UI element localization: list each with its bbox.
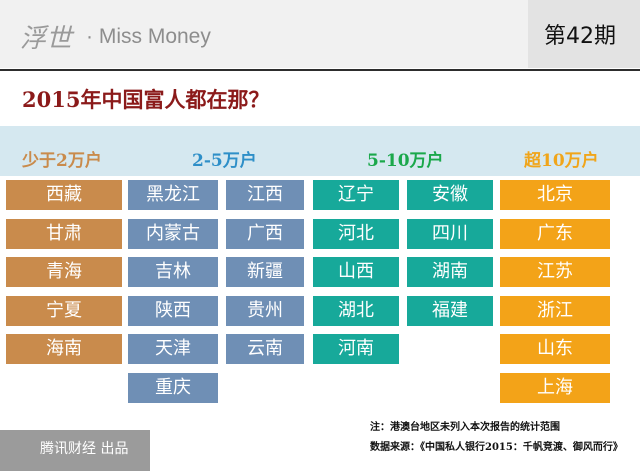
region-cell: 黑龙江 bbox=[128, 180, 218, 210]
region-cell: 山西 bbox=[313, 257, 399, 287]
region-cell: 吉林 bbox=[128, 257, 218, 287]
region-cell: 四川 bbox=[407, 219, 493, 249]
region-cell: 江苏 bbox=[500, 257, 610, 287]
region-cell: 天津 bbox=[128, 334, 218, 364]
category-band bbox=[0, 126, 640, 176]
issue-number: 第42期 bbox=[544, 24, 616, 49]
header: 浮世 · Miss Money 第42期 bbox=[0, 0, 640, 68]
region-cell: 青海 bbox=[6, 257, 122, 287]
category-header-0: 少于2万户 bbox=[22, 151, 102, 171]
region-cell: 贵州 bbox=[226, 296, 304, 326]
brand-name: 浮世 bbox=[20, 24, 73, 53]
chart-title: 2015年中国富人都在那？ bbox=[22, 87, 270, 112]
region-cell: 山东 bbox=[500, 334, 610, 364]
region-cell: 海南 bbox=[6, 334, 122, 364]
region-cell: 云南 bbox=[226, 334, 304, 364]
category-header-1: 2-5万户 bbox=[192, 151, 257, 171]
region-cell: 湖南 bbox=[407, 257, 493, 287]
region-cell: 江西 bbox=[226, 180, 304, 210]
region-cell: 上海 bbox=[500, 373, 610, 403]
region-cell: 陕西 bbox=[128, 296, 218, 326]
footer-text: 腾讯财经 出品 bbox=[40, 441, 129, 457]
category-header-2: 5-10万户 bbox=[367, 151, 444, 171]
region-cell: 北京 bbox=[500, 180, 610, 210]
region-cell: 宁夏 bbox=[6, 296, 122, 326]
region-cell: 新疆 bbox=[226, 257, 304, 287]
brand-subtitle: · Miss Money bbox=[86, 25, 211, 48]
region-cell: 西藏 bbox=[6, 180, 122, 210]
issue-badge: 第42期 bbox=[528, 0, 640, 68]
region-cell: 安徽 bbox=[407, 180, 493, 210]
region-cell: 河北 bbox=[313, 219, 399, 249]
region-cell: 广东 bbox=[500, 219, 610, 249]
region-cell: 广西 bbox=[226, 219, 304, 249]
note-source: 数据来源：《中国私人银行2015：千帆竞渡、御风而行》 bbox=[370, 442, 623, 453]
header-divider bbox=[0, 69, 640, 71]
region-cell: 重庆 bbox=[128, 373, 218, 403]
region-cell: 浙江 bbox=[500, 296, 610, 326]
region-cell: 福建 bbox=[407, 296, 493, 326]
region-cell: 内蒙古 bbox=[128, 219, 218, 249]
footer-badge: 腾讯财经 出品 bbox=[0, 430, 150, 471]
note-hmt: 注：港澳台地区未列入本次报告的统计范围 bbox=[370, 422, 560, 433]
category-header-3: 超10万户 bbox=[524, 151, 599, 171]
region-cell: 甘肃 bbox=[6, 219, 122, 249]
region-cell: 湖北 bbox=[313, 296, 399, 326]
region-cell: 河南 bbox=[313, 334, 399, 364]
region-cell: 辽宁 bbox=[313, 180, 399, 210]
